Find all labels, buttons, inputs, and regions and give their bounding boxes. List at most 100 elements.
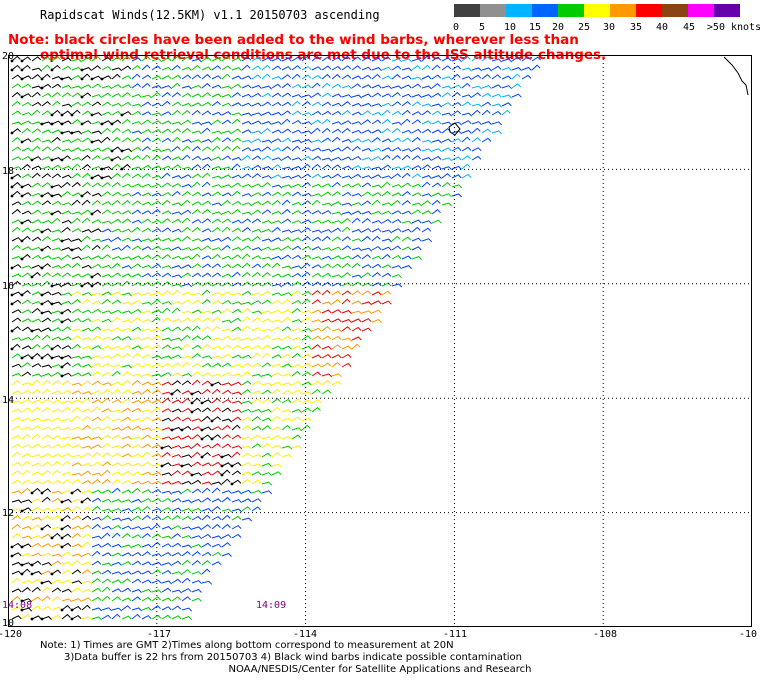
wind-barb bbox=[31, 318, 42, 323]
contamination-circle bbox=[20, 608, 24, 612]
wind-barb bbox=[251, 263, 262, 269]
wind-barb bbox=[61, 460, 71, 467]
wind-barb bbox=[141, 461, 152, 467]
wind-barb bbox=[301, 399, 312, 404]
wind-barb bbox=[291, 201, 302, 206]
wind-barb bbox=[11, 372, 22, 377]
wind-barb bbox=[21, 371, 32, 377]
wind-barb bbox=[161, 417, 172, 422]
wind-barb bbox=[291, 73, 301, 80]
wind-barb bbox=[291, 145, 301, 152]
wind-barb bbox=[21, 433, 31, 440]
wind-barb bbox=[81, 490, 92, 494]
wind-barb bbox=[191, 397, 201, 404]
wind-barb bbox=[351, 111, 362, 116]
wind-barb bbox=[241, 129, 252, 134]
wind-barb bbox=[391, 265, 402, 270]
wind-barb bbox=[151, 58, 162, 63]
wind-barb bbox=[51, 146, 62, 152]
wind-barb bbox=[41, 388, 51, 395]
legend-swatch bbox=[558, 4, 584, 17]
wind-barb bbox=[141, 363, 152, 368]
wind-barb bbox=[51, 399, 62, 404]
wind-barb bbox=[71, 147, 82, 152]
contamination-circle bbox=[50, 536, 54, 540]
wind-barb bbox=[231, 174, 242, 179]
wind-barb bbox=[251, 228, 262, 233]
contamination-circle bbox=[110, 158, 114, 162]
wind-barb bbox=[101, 542, 112, 548]
wind-barb bbox=[371, 119, 382, 125]
wind-barb bbox=[71, 598, 82, 603]
wind-barb bbox=[111, 434, 122, 440]
wind-barb bbox=[21, 265, 33, 270]
contamination-circle bbox=[20, 194, 24, 198]
wind-barb bbox=[221, 192, 232, 197]
wind-barb bbox=[311, 55, 321, 62]
wind-barb bbox=[41, 263, 51, 269]
wind-barb bbox=[401, 200, 411, 206]
legend-label: 25 bbox=[577, 22, 591, 33]
contamination-circle bbox=[40, 77, 44, 81]
contamination-circle bbox=[70, 617, 74, 621]
wind-barb bbox=[251, 373, 263, 378]
wind-barb bbox=[201, 237, 212, 242]
wind-barb bbox=[141, 416, 152, 422]
wind-barb bbox=[261, 334, 271, 341]
wind-barb bbox=[31, 379, 41, 386]
wind-barb bbox=[51, 210, 62, 215]
wind-barb bbox=[351, 300, 362, 305]
wind-barb bbox=[261, 121, 272, 125]
wind-barb bbox=[191, 130, 203, 135]
wind-barb bbox=[131, 73, 141, 80]
wind-barb bbox=[281, 92, 292, 98]
contamination-circle bbox=[50, 158, 54, 162]
wind-barb bbox=[301, 310, 312, 315]
wind-barb bbox=[461, 82, 471, 89]
wind-barb bbox=[201, 110, 212, 116]
wind-barb bbox=[31, 399, 42, 404]
wind-barb bbox=[121, 453, 132, 458]
wind-barb bbox=[291, 337, 302, 342]
wind-barb bbox=[151, 154, 161, 161]
wind-barb bbox=[11, 55, 21, 62]
wind-barb bbox=[351, 318, 362, 323]
wind-barb bbox=[411, 101, 421, 107]
wind-barb bbox=[381, 75, 392, 80]
wind-barb bbox=[151, 399, 162, 404]
wind-barb bbox=[161, 237, 172, 242]
wind-barb bbox=[131, 155, 141, 161]
wind-barb bbox=[481, 56, 492, 62]
contamination-circle bbox=[80, 122, 84, 126]
wind-barb bbox=[181, 317, 192, 323]
wind-barb bbox=[41, 146, 52, 152]
wind-barb bbox=[11, 326, 21, 332]
wind-barb bbox=[401, 165, 412, 170]
wind-barb bbox=[51, 497, 62, 503]
wind-barb bbox=[241, 316, 251, 323]
wind-barb bbox=[381, 246, 392, 251]
wind-barb bbox=[331, 263, 342, 269]
wind-barb bbox=[481, 67, 493, 72]
wind-barb bbox=[181, 361, 191, 368]
wind-barb bbox=[311, 82, 321, 89]
wind-barb bbox=[261, 481, 273, 486]
wind-barb bbox=[461, 76, 472, 81]
wind-barb bbox=[71, 472, 83, 477]
wind-barb bbox=[361, 110, 372, 116]
wind-barb bbox=[401, 118, 411, 125]
wind-barb bbox=[211, 407, 222, 413]
wind-barb bbox=[41, 280, 51, 287]
contamination-circle bbox=[180, 464, 184, 468]
wind-barb bbox=[11, 615, 22, 620]
wind-barb bbox=[291, 100, 301, 107]
wind-barb bbox=[221, 308, 232, 314]
wind-barb bbox=[161, 172, 171, 179]
wind-barb bbox=[331, 211, 343, 216]
wind-barb bbox=[281, 66, 292, 71]
wind-barb bbox=[261, 64, 271, 71]
wind-barb bbox=[111, 487, 121, 494]
wind-barb bbox=[381, 218, 392, 224]
wind-barb bbox=[11, 181, 21, 188]
wind-barb bbox=[271, 65, 282, 71]
